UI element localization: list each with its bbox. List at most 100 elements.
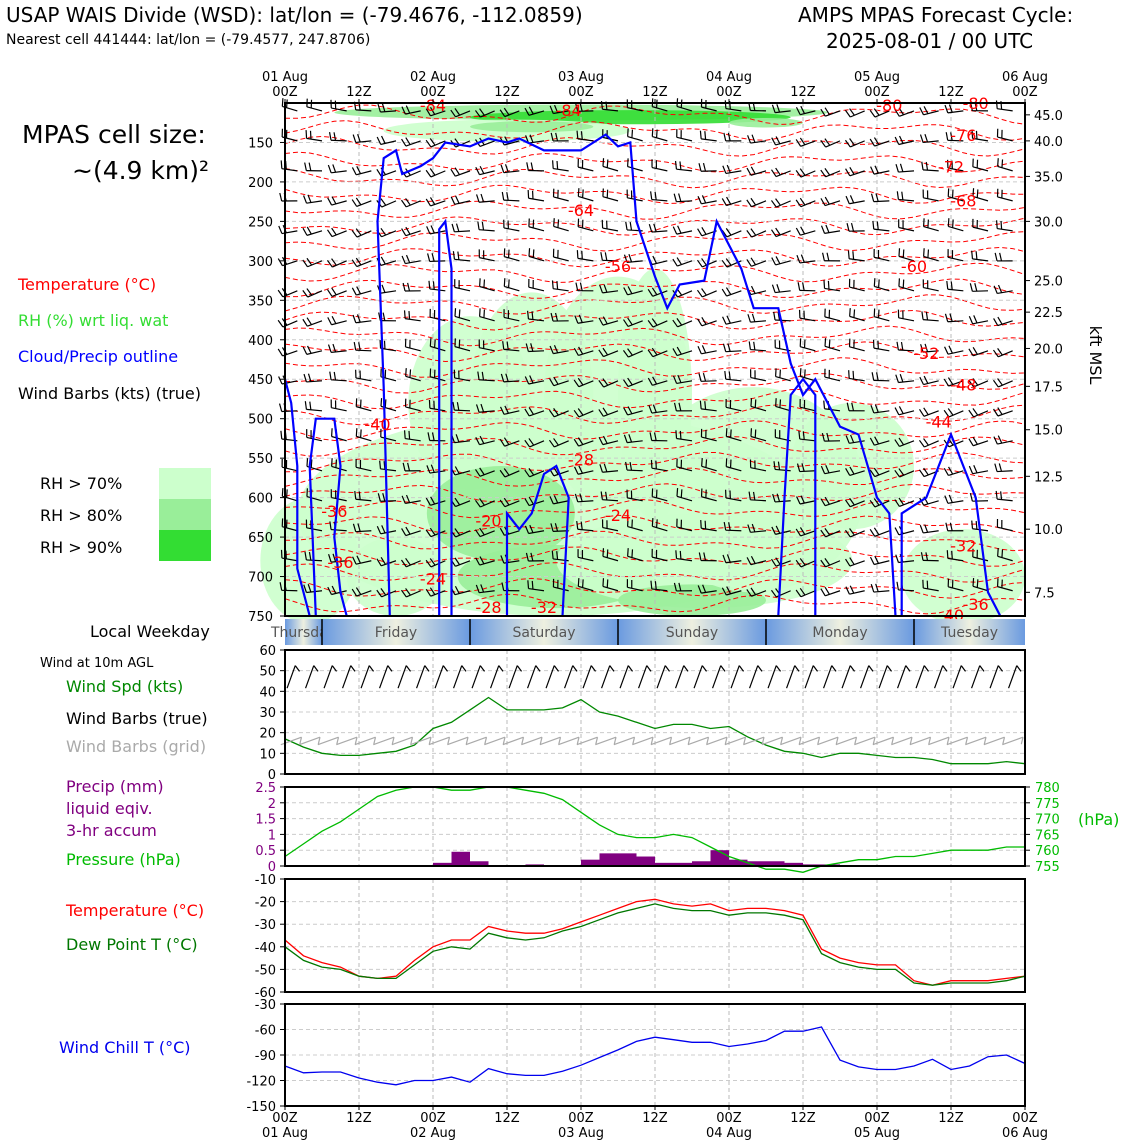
- barb-flag: [626, 518, 629, 527]
- barb-flag: [848, 370, 850, 379]
- barb-flag: [454, 585, 460, 594]
- barb-staff: [627, 410, 643, 416]
- wind-barb-grid: [687, 736, 710, 746]
- barb-staff: [380, 110, 397, 113]
- barb-flag: [355, 398, 358, 407]
- barb-flag: [950, 281, 953, 290]
- wind-barb: [549, 104, 569, 115]
- height-tick-label: 10.0: [1034, 523, 1063, 538]
- barb-staff: [997, 260, 1013, 262]
- barb-staff: [306, 408, 323, 412]
- barb-flag: [853, 279, 855, 289]
- wind-barb-true: [360, 665, 375, 689]
- barb-flag: [725, 228, 732, 236]
- barb-flag: [602, 378, 609, 386]
- barb-staff: [743, 736, 765, 746]
- wind-barb: [945, 522, 964, 532]
- barb-flag: [281, 98, 284, 107]
- barb-flag: [651, 488, 654, 497]
- wind-barb: [848, 370, 865, 382]
- barb-staff: [602, 320, 619, 326]
- barb-staff: [972, 556, 989, 562]
- wind-barb: [625, 461, 643, 472]
- y-tick-label: 30: [259, 706, 276, 721]
- barb-flag: [771, 257, 777, 266]
- wind-barb: [870, 165, 890, 175]
- barb-staff: [825, 140, 841, 148]
- barb-staff: [504, 285, 520, 292]
- barb-flag: [821, 432, 825, 442]
- wind-barb: [750, 428, 767, 442]
- barb-flag: [503, 309, 505, 318]
- barb-staff: [652, 525, 668, 532]
- wind-barb: [499, 405, 520, 415]
- barb-flag: [429, 138, 436, 146]
- wind-barb-grid: [558, 736, 580, 746]
- barb-flag: [944, 104, 949, 114]
- barb-flag: [951, 550, 953, 560]
- barb-flag: [553, 344, 559, 354]
- rh70-swatch: [159, 468, 211, 499]
- wind-barb: [795, 168, 816, 178]
- y-tick-label: -60: [255, 1024, 276, 1039]
- y-tick-label: 0: [268, 860, 276, 875]
- barb-flag: [895, 554, 900, 563]
- site-title: USAP WAIS Divide (WSD): lat/lon = (-79.4…: [6, 3, 583, 27]
- barb-flag: [1001, 129, 1003, 139]
- pressure-tick-label: 700: [248, 571, 273, 586]
- barb-staff: [356, 290, 372, 296]
- barb-flag: [528, 407, 534, 415]
- barb-flag: [651, 287, 658, 296]
- wind-barb: [549, 495, 569, 505]
- barb-flag: [306, 317, 313, 325]
- bottom-date-label: 04 Aug: [706, 1126, 752, 1140]
- barb-flag: [796, 255, 801, 264]
- wind-barb: [552, 160, 569, 172]
- y-tick-label: -10: [255, 873, 276, 888]
- barb-flag: [278, 403, 283, 412]
- wind-barb: [771, 284, 791, 294]
- wind-barb: [623, 434, 643, 444]
- barb-flag: [402, 462, 406, 472]
- wind-barb: [501, 191, 520, 202]
- barb-flag: [330, 489, 332, 498]
- pressure-tick-label: 200: [248, 176, 273, 191]
- barb-flag: [878, 279, 880, 288]
- precip-bar: [655, 862, 674, 866]
- y2-tick-label: 770: [1035, 813, 1060, 828]
- barb-flag: [478, 249, 480, 258]
- barb-flag: [355, 369, 357, 378]
- wind-barb: [919, 133, 939, 144]
- barb-flag: [951, 189, 954, 198]
- barb-flag: [576, 737, 580, 745]
- temperature-label: -36: [321, 502, 347, 521]
- barb-staff: [972, 137, 989, 142]
- barb-flag: [918, 439, 925, 448]
- pressure-tick-label: 600: [248, 492, 273, 507]
- barb-flag: [664, 665, 671, 672]
- barb-flag: [528, 278, 530, 288]
- barb-staff: [804, 665, 814, 689]
- wind-barb: [944, 494, 964, 504]
- barb-flag: [826, 252, 830, 261]
- barb-flag: [556, 281, 559, 290]
- barb-flag: [772, 493, 776, 503]
- barb-flag: [720, 665, 726, 672]
- barb-staff: [859, 665, 870, 689]
- barb-staff: [651, 439, 668, 442]
- barb-flag: [557, 189, 559, 199]
- barb-flag: [853, 309, 856, 318]
- temperature-line: [284, 898, 1026, 986]
- barb-staff: [751, 590, 767, 597]
- barb-staff: [553, 470, 569, 477]
- y-tick-label: -40: [255, 941, 276, 956]
- barb-staff: [479, 530, 495, 538]
- barb-flag: [530, 162, 534, 171]
- barb-staff: [454, 409, 471, 412]
- wind-barb: [626, 579, 643, 592]
- barb-staff: [849, 230, 865, 232]
- barb-flag: [532, 249, 535, 258]
- barb-flag: [802, 282, 805, 291]
- barb-flag: [625, 461, 628, 471]
- barb-flag: [747, 314, 751, 323]
